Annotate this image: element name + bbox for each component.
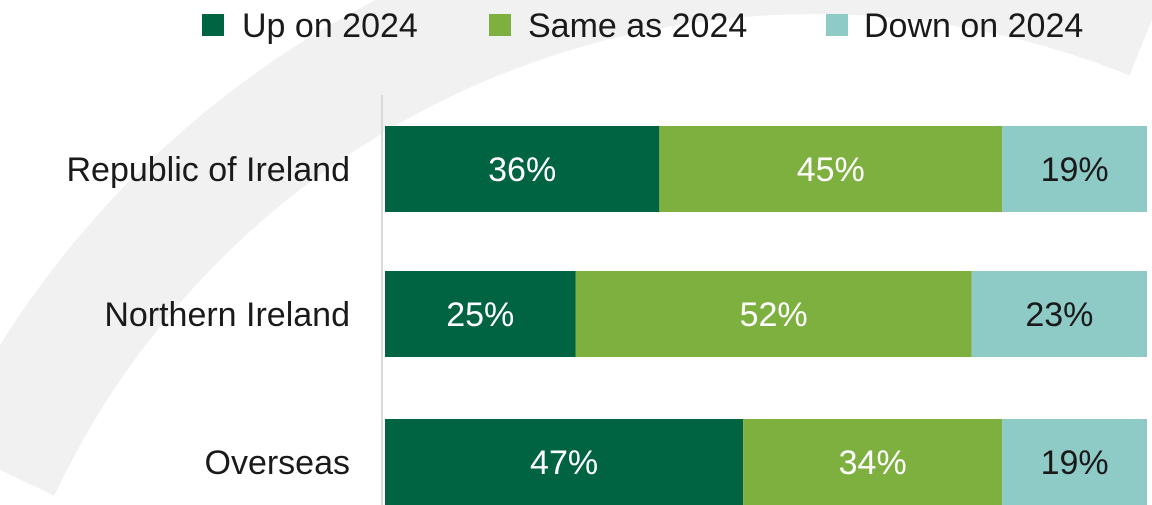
legend-swatch bbox=[202, 14, 224, 36]
data-label: 25% bbox=[446, 296, 514, 334]
data-label: 45% bbox=[797, 151, 865, 189]
legend-item: Down on 2024 bbox=[826, 7, 1083, 45]
bar-segment bbox=[385, 419, 744, 505]
legend: Up on 2024 Same as 2024 Down on 2024 bbox=[202, 7, 1083, 45]
legend-label: Up on 2024 bbox=[242, 7, 418, 45]
legend-item: Up on 2024 bbox=[202, 7, 418, 45]
bars: Republic of Ireland 36% 45% 19% Northern Ire… bbox=[66, 126, 1147, 505]
data-label: 52% bbox=[740, 296, 808, 334]
bar-segment bbox=[385, 271, 576, 357]
bar-segment bbox=[1002, 126, 1147, 212]
data-label: 47% bbox=[530, 444, 598, 482]
data-label: 36% bbox=[488, 151, 556, 189]
bar-segment bbox=[659, 126, 1003, 212]
bar-segment bbox=[971, 271, 1147, 357]
bar-row: Republic of Ireland 36% 45% 19% bbox=[66, 126, 1147, 212]
bar-row: Northern Ireland 25% 52% 23% bbox=[104, 271, 1147, 357]
category-label: Republic of Ireland bbox=[66, 151, 350, 189]
category-label: Overseas bbox=[205, 444, 351, 482]
category-label: Northern Ireland bbox=[104, 296, 350, 334]
bar-segment bbox=[385, 126, 660, 212]
bar-segment bbox=[575, 271, 972, 357]
legend-swatch bbox=[489, 14, 511, 36]
legend-label: Down on 2024 bbox=[864, 7, 1083, 45]
legend-label: Same as 2024 bbox=[528, 7, 747, 45]
bar-segment bbox=[743, 419, 1003, 505]
data-label: 19% bbox=[1041, 151, 1109, 189]
bar-segment bbox=[1002, 419, 1147, 505]
legend-item: Same as 2024 bbox=[489, 7, 747, 45]
data-label: 23% bbox=[1025, 296, 1093, 334]
data-label: 19% bbox=[1041, 444, 1109, 482]
legend-swatch bbox=[826, 14, 848, 36]
bar-row: Overseas 47% 34% 19% bbox=[205, 419, 1147, 505]
data-label: 34% bbox=[839, 444, 907, 482]
